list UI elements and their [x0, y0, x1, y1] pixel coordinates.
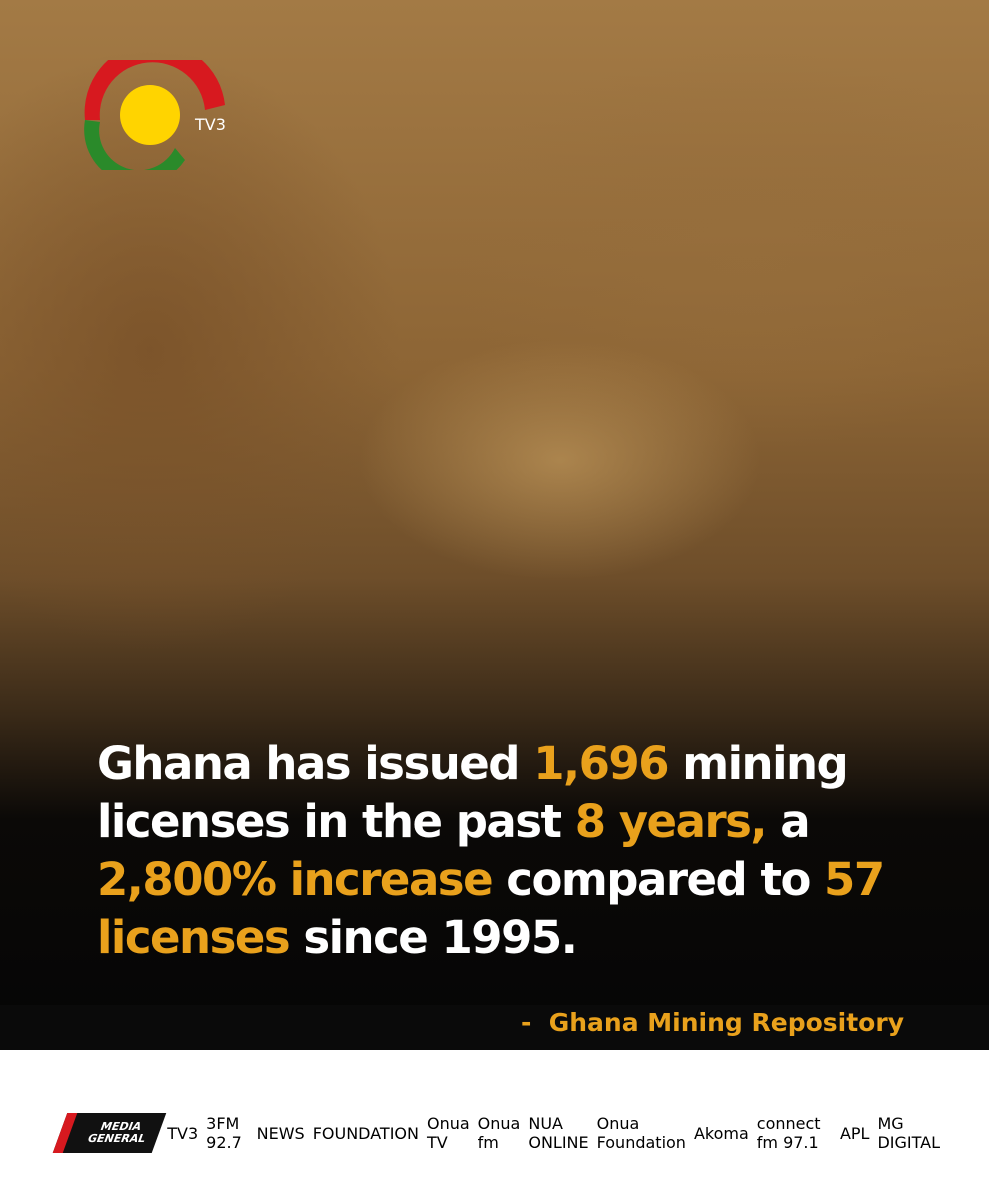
media-general-logo: MEDIA GENERAL [52, 1113, 167, 1153]
logo-text: GENERAL [85, 1132, 148, 1145]
headline-text: Ghana has issued [97, 737, 534, 790]
brand-logo: 3FM 92.7 [206, 1114, 242, 1152]
brand-logo: Onua Foundation [596, 1114, 686, 1152]
brand-logo: FOUNDATION [312, 1123, 419, 1143]
brand-logo: connect fm 97.1 [756, 1114, 821, 1152]
headline-text: a [766, 795, 838, 848]
highlight-text: 2,800% increase [97, 853, 494, 906]
brand-logo: MG DIGITAL [877, 1114, 940, 1152]
logo-label: TV3 [194, 115, 226, 134]
footer: MEDIA GENERAL TV3 3FM 92.7 NEWS FOUNDATION O… [52, 1108, 940, 1158]
brand-logo: Akoma [693, 1123, 749, 1143]
source-band [0, 1005, 989, 1050]
brand-logo: NUA ONLINE [528, 1114, 589, 1152]
highlight-text: 8 years, [574, 795, 768, 848]
headline-text: since 1995. [289, 911, 577, 964]
highlight-text: 57 licenses [97, 853, 898, 964]
brand-logo: Onua fm [477, 1114, 521, 1152]
highlight-text: 1,696 [533, 737, 669, 790]
logo-graphic: TV3 [84, 42, 226, 185]
brand-logo: APL [839, 1123, 870, 1143]
headline-text: mining licenses in the past [97, 737, 862, 848]
brand-logo: NEWS [256, 1123, 305, 1143]
tv3-logo: TV3 [75, 42, 235, 185]
brand-logo: TV3 [167, 1123, 199, 1143]
headline-text: compared to [492, 853, 825, 906]
brand-logo: Onua TV [426, 1114, 470, 1152]
headline: Ghana has issued 1,696 mining licenses i… [97, 735, 927, 967]
logo-arc-green [84, 120, 185, 185]
logo-arc-red [84, 42, 225, 120]
background-photo [0, 0, 989, 1050]
logo-sun [120, 85, 180, 145]
source: - Ghana Mining Repository [520, 1008, 904, 1037]
